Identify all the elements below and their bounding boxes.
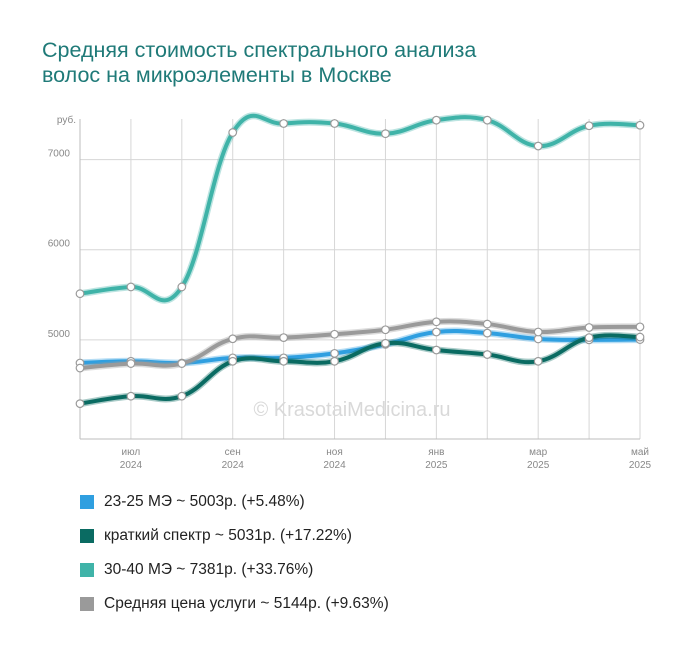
grid-lines bbox=[79, 119, 641, 439]
data-point[interactable] bbox=[330, 348, 339, 358]
x-tick-label-month: мар bbox=[529, 447, 547, 458]
series-line bbox=[78, 113, 642, 303]
data-point[interactable] bbox=[177, 359, 187, 368]
data-point[interactable] bbox=[635, 120, 645, 130]
x-tick-label-year: 2025 bbox=[527, 460, 550, 471]
series-line bbox=[78, 333, 642, 406]
data-point[interactable] bbox=[381, 338, 390, 348]
series-lines bbox=[76, 112, 644, 408]
data-point[interactable] bbox=[482, 319, 492, 329]
legend-swatch bbox=[80, 495, 94, 509]
chart-title-line-1: Средняя стоимость спектрального анализа bbox=[42, 38, 477, 62]
x-tick-label-month: ноя bbox=[326, 447, 343, 458]
legend-label: 30-40 МЭ ~ 7381р. (+33.76%) bbox=[104, 561, 314, 578]
data-point[interactable] bbox=[431, 317, 441, 327]
data-point[interactable] bbox=[482, 350, 492, 359]
data-point[interactable] bbox=[482, 115, 492, 125]
x-tick-label-year: 2025 bbox=[425, 460, 448, 471]
data-point[interactable] bbox=[431, 345, 441, 355]
data-point[interactable] bbox=[431, 115, 441, 125]
data-point[interactable] bbox=[584, 121, 594, 131]
watermark: © KrasotaiMedicina.ru bbox=[253, 399, 450, 421]
data-point[interactable] bbox=[584, 333, 594, 342]
x-tick-label-month: сен bbox=[225, 447, 241, 458]
y-axis-unit: руб. bbox=[57, 114, 76, 126]
data-point[interactable] bbox=[279, 356, 289, 366]
legend-item-average[interactable]: Средняя цена услуги ~ 5144р. (+9.63%) bbox=[80, 587, 389, 621]
data-point[interactable] bbox=[330, 329, 339, 339]
data-point[interactable] bbox=[228, 334, 238, 344]
data-point[interactable] bbox=[381, 129, 390, 139]
data-point[interactable] bbox=[533, 356, 543, 366]
data-point[interactable] bbox=[279, 119, 289, 128]
x-tick-label-year: 2024 bbox=[120, 460, 143, 471]
data-point[interactable] bbox=[381, 325, 390, 335]
data-point[interactable] bbox=[635, 322, 645, 332]
legend-swatch bbox=[80, 529, 94, 543]
data-point[interactable] bbox=[75, 363, 85, 373]
x-tick-label-year: 2024 bbox=[222, 460, 245, 471]
legend-label: 23-25 МЭ ~ 5003р. (+5.48%) bbox=[104, 493, 305, 510]
data-point[interactable] bbox=[126, 282, 136, 292]
axes: руб. 5000 6000 7000 июл 2024 сен 2024 ноя 2024 янв… bbox=[48, 114, 652, 471]
data-point[interactable] bbox=[75, 289, 85, 299]
data-point[interactable] bbox=[228, 356, 238, 366]
chart-title-line-2: волос на микроэлементы в Москве bbox=[42, 63, 392, 87]
y-tick-label: 7000 bbox=[48, 149, 71, 160]
data-point[interactable] bbox=[126, 391, 136, 401]
data-point[interactable] bbox=[330, 356, 339, 366]
legend-item-30-40[interactable]: 30-40 МЭ ~ 7381р. (+33.76%) bbox=[80, 553, 389, 587]
data-point[interactable] bbox=[533, 327, 543, 337]
y-tick-label: 5000 bbox=[48, 329, 71, 340]
legend-label: краткий спектр ~ 5031р. (+17.22%) bbox=[104, 527, 352, 544]
data-point[interactable] bbox=[584, 323, 594, 332]
data-point[interactable] bbox=[482, 328, 492, 338]
data-point[interactable] bbox=[177, 282, 187, 292]
legend: 23-25 МЭ ~ 5003р. (+5.48%) краткий спект… bbox=[80, 485, 389, 621]
data-points bbox=[75, 115, 645, 409]
y-tick-label: 6000 bbox=[48, 239, 71, 250]
data-point[interactable] bbox=[330, 119, 339, 128]
x-tick-label-year: 2025 bbox=[629, 460, 652, 471]
series-line bbox=[78, 319, 642, 371]
data-point[interactable] bbox=[177, 391, 187, 401]
x-tick-label-month: янв bbox=[428, 447, 444, 458]
legend-item-23-25[interactable]: 23-25 МЭ ~ 5003р. (+5.48%) bbox=[80, 485, 389, 519]
data-point[interactable] bbox=[431, 327, 441, 337]
legend-swatch bbox=[80, 563, 94, 577]
legend-label: Средняя цена услуги ~ 5144р. (+9.63%) bbox=[104, 595, 389, 612]
chart-title: Средняя стоимость спектрального анализа … bbox=[42, 38, 662, 88]
legend-item-short-spectrum[interactable]: краткий спектр ~ 5031р. (+17.22%) bbox=[80, 519, 389, 553]
data-point[interactable] bbox=[126, 359, 136, 368]
data-point[interactable] bbox=[228, 128, 238, 137]
data-point[interactable] bbox=[75, 399, 85, 409]
series-line-shadow bbox=[76, 331, 644, 408]
x-tick-label-month: май bbox=[631, 447, 649, 458]
data-point[interactable] bbox=[533, 141, 543, 151]
legend-swatch bbox=[80, 597, 94, 611]
data-point[interactable] bbox=[279, 333, 289, 342]
x-tick-label-month: июл bbox=[122, 447, 141, 458]
x-tick-label-year: 2024 bbox=[323, 460, 346, 471]
data-point[interactable] bbox=[635, 332, 645, 342]
